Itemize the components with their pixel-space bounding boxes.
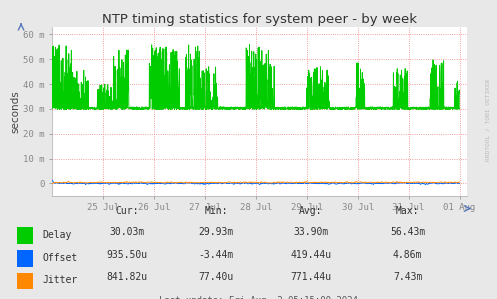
- Title: NTP timing statistics for system peer - by week: NTP timing statistics for system peer - …: [102, 13, 417, 26]
- Text: 7.43m: 7.43m: [393, 272, 422, 283]
- Text: 4.86m: 4.86m: [393, 250, 422, 260]
- Text: Max:: Max:: [396, 206, 419, 216]
- Text: 419.44u: 419.44u: [290, 250, 331, 260]
- Bar: [17, 227, 33, 244]
- Text: 29.93m: 29.93m: [199, 227, 234, 237]
- Text: Avg:: Avg:: [299, 206, 323, 216]
- Text: Last update: Fri Aug  2 05:15:00 2024: Last update: Fri Aug 2 05:15:00 2024: [159, 296, 358, 299]
- Text: Jitter: Jitter: [42, 275, 78, 286]
- Text: Min:: Min:: [204, 206, 228, 216]
- Text: -3.44m: -3.44m: [199, 250, 234, 260]
- Text: 33.90m: 33.90m: [293, 227, 328, 237]
- Bar: [17, 273, 33, 289]
- Text: 30.03m: 30.03m: [109, 227, 144, 237]
- Text: Delay: Delay: [42, 230, 72, 240]
- Text: RRDTOOL / TOBI OETIKER: RRDTOOL / TOBI OETIKER: [486, 78, 491, 161]
- Text: 77.40u: 77.40u: [199, 272, 234, 283]
- Text: 56.43m: 56.43m: [390, 227, 425, 237]
- Y-axis label: seconds: seconds: [10, 90, 20, 133]
- Text: Cur:: Cur:: [115, 206, 139, 216]
- Text: 771.44u: 771.44u: [290, 272, 331, 283]
- Bar: [17, 250, 33, 266]
- Text: Offset: Offset: [42, 253, 78, 263]
- Text: 841.82u: 841.82u: [106, 272, 147, 283]
- Text: 935.50u: 935.50u: [106, 250, 147, 260]
